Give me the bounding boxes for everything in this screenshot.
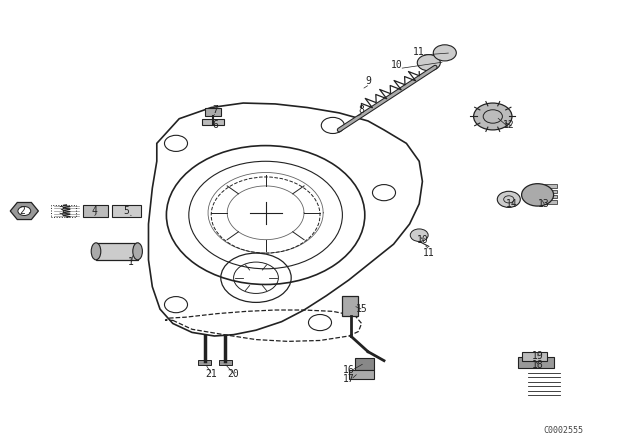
Text: 8: 8 — [358, 105, 365, 115]
Circle shape — [522, 184, 554, 206]
Circle shape — [497, 191, 520, 207]
Text: 21: 21 — [205, 369, 217, 379]
Text: 16: 16 — [343, 365, 355, 375]
Ellipse shape — [133, 243, 143, 260]
Bar — [219, 360, 232, 365]
Bar — [518, 357, 554, 368]
Text: 14: 14 — [506, 199, 518, 209]
Text: 1: 1 — [128, 257, 134, 267]
Bar — [531, 190, 557, 193]
Bar — [342, 296, 358, 316]
Text: 3: 3 — [58, 206, 64, 215]
Bar — [349, 370, 374, 379]
Text: 11: 11 — [423, 248, 435, 258]
Bar — [522, 352, 547, 361]
Circle shape — [18, 207, 31, 215]
Text: 9: 9 — [365, 76, 371, 86]
Text: 17: 17 — [343, 374, 355, 383]
Text: 18: 18 — [532, 360, 543, 370]
Bar — [96, 243, 138, 260]
Text: 15: 15 — [356, 304, 367, 314]
Text: 12: 12 — [503, 121, 515, 130]
Bar — [112, 205, 141, 217]
Text: 5: 5 — [124, 206, 130, 215]
Bar — [51, 205, 76, 217]
Bar — [83, 205, 108, 217]
Ellipse shape — [92, 243, 101, 260]
Text: 13: 13 — [538, 199, 550, 209]
Bar — [355, 358, 374, 370]
Text: 6: 6 — [212, 121, 219, 130]
Text: 11: 11 — [413, 47, 425, 56]
Bar — [205, 108, 221, 116]
Text: 19: 19 — [532, 351, 543, 361]
Text: 7: 7 — [212, 105, 219, 115]
Circle shape — [410, 229, 428, 241]
Bar — [531, 195, 557, 198]
Circle shape — [433, 45, 456, 61]
Text: 4: 4 — [92, 206, 98, 215]
Text: 10: 10 — [391, 60, 403, 70]
Bar — [198, 360, 211, 365]
Bar — [531, 200, 557, 204]
Polygon shape — [10, 202, 38, 220]
Text: 2: 2 — [19, 206, 26, 215]
Circle shape — [474, 103, 512, 130]
Text: C0002555: C0002555 — [543, 426, 583, 435]
Bar — [531, 184, 557, 188]
Text: 10: 10 — [417, 235, 428, 245]
Text: 20: 20 — [228, 369, 239, 379]
Bar — [202, 119, 224, 125]
Circle shape — [417, 55, 440, 71]
